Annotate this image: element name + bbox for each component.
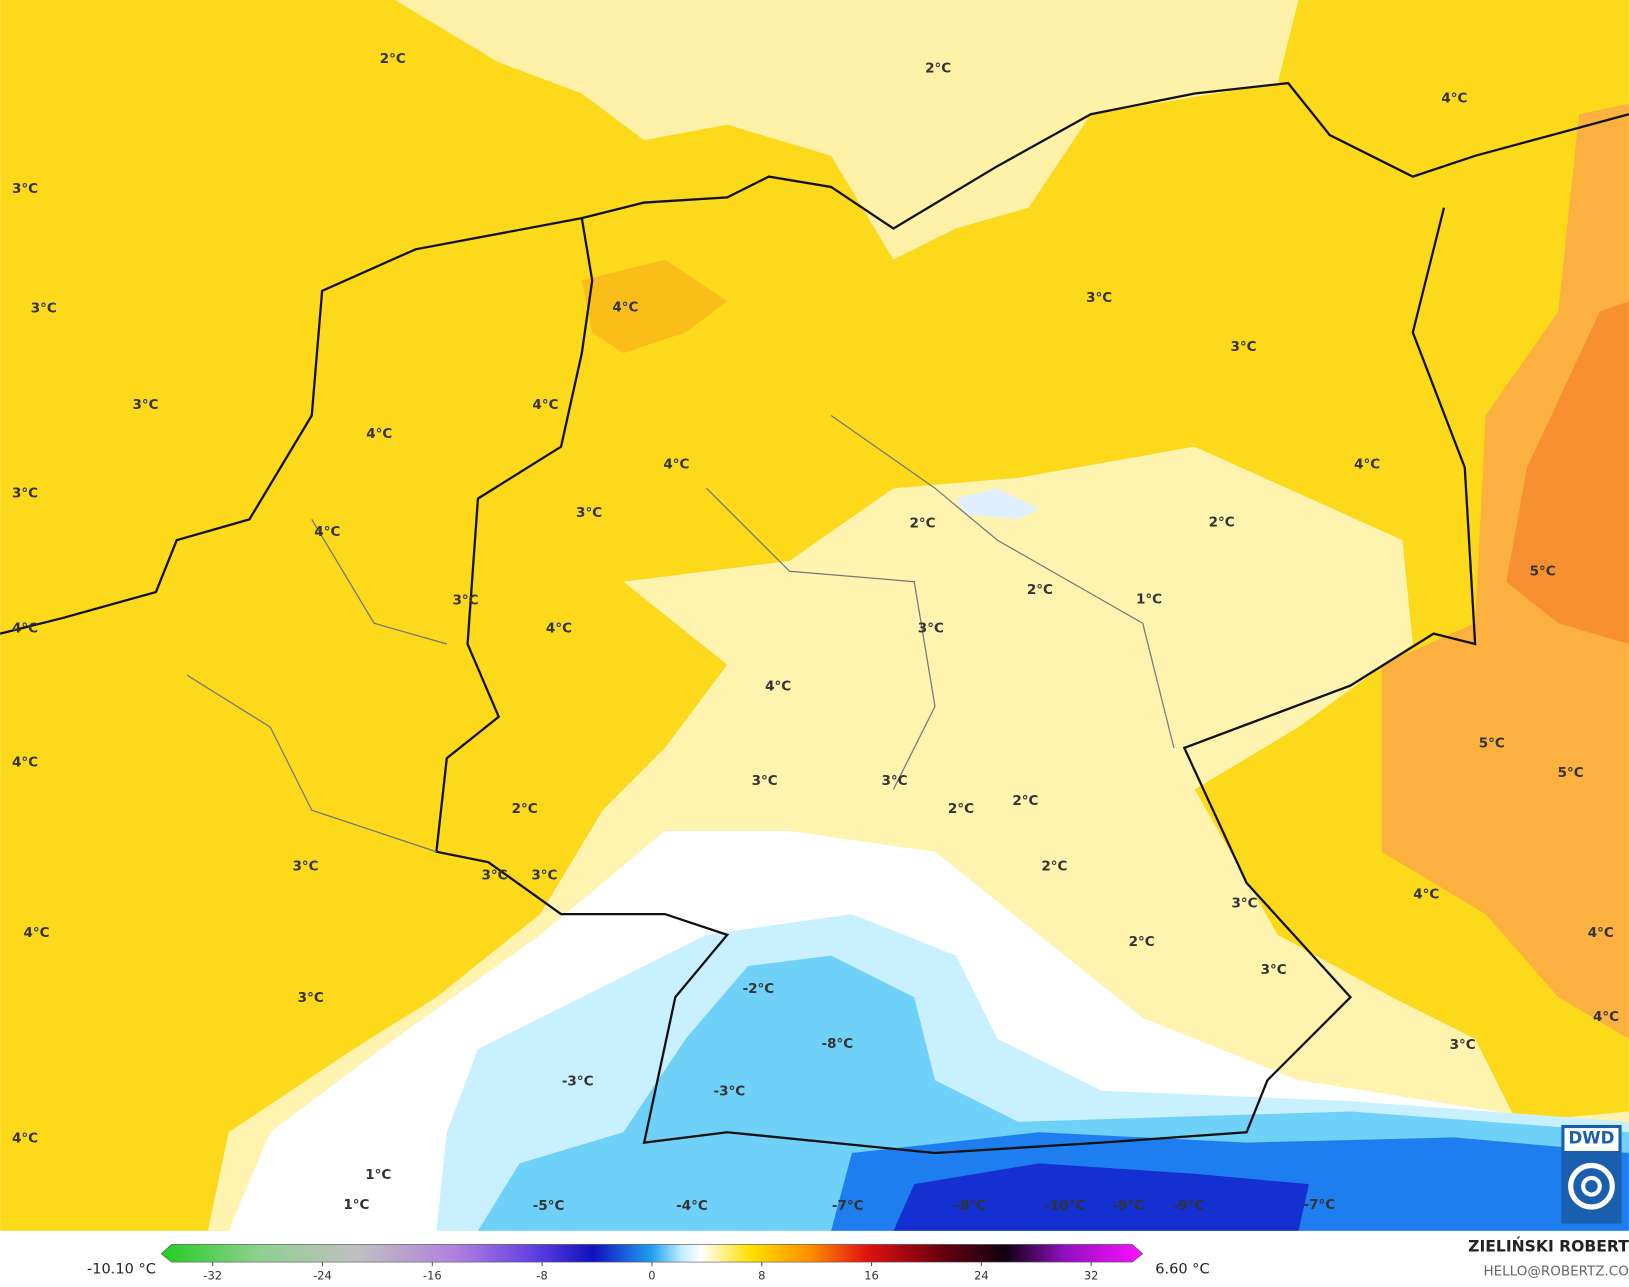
temperature-label: 2°C: [1041, 858, 1067, 874]
field-warm: [581, 259, 728, 354]
temperature-label: -8°C: [822, 1036, 854, 1052]
field-warm: [1506, 301, 1629, 645]
temperature-label: 4°C: [1593, 1009, 1619, 1025]
colorbar-tick-label: 0: [648, 1269, 655, 1283]
temperature-label: 4°C: [314, 524, 340, 540]
temperature-label: 2°C: [1129, 934, 1155, 950]
temperature-label: 3°C: [133, 397, 159, 413]
logo-swirl: [1581, 1175, 1602, 1197]
map-fields: [0, 0, 1629, 1231]
temperature-label: 1°C: [343, 1197, 369, 1213]
temperature-label: 3°C: [576, 505, 602, 521]
colorbar-tick-label: -32: [203, 1269, 222, 1283]
temperature-label: 2°C: [380, 51, 406, 67]
temperature-label: 5°C: [1479, 736, 1505, 752]
temperature-label: 4°C: [612, 299, 638, 315]
temperature-label: 3°C: [1230, 339, 1256, 355]
temperature-label: 3°C: [752, 773, 778, 789]
temperature-label: 3°C: [31, 301, 57, 317]
temperature-label: 3°C: [1450, 1037, 1476, 1053]
temperature-label: 2°C: [1012, 793, 1038, 809]
temperature-label: 2°C: [948, 801, 974, 817]
field-warm: [1381, 103, 1629, 1039]
colorbar-tick-label: 32: [1084, 1269, 1099, 1283]
colorbar: [160, 1244, 1144, 1263]
logo-text: DWD: [1569, 1129, 1615, 1148]
temperature-label: 3°C: [918, 620, 944, 636]
temperature-label: 3°C: [531, 868, 557, 884]
colorbar-tick-label: 8: [758, 1269, 765, 1283]
temperature-label: 2°C: [512, 801, 538, 817]
temperature-label: 2°C: [1209, 514, 1235, 530]
author: ZIELIŃSKI ROBERT: [1468, 1237, 1629, 1256]
logo: DWD: [1561, 1124, 1622, 1224]
region-border: [186, 414, 1175, 853]
temperature-label: 4°C: [12, 754, 38, 770]
temperature-label: -2°C: [743, 981, 775, 997]
temperature-label: 4°C: [1441, 91, 1467, 107]
temperature-label: 4°C: [532, 397, 558, 413]
temperature-label: 4°C: [1588, 925, 1614, 941]
temperature-label: -9°C: [1112, 1198, 1144, 1214]
temperature-label: 3°C: [292, 858, 318, 874]
temperature-label: 3°C: [12, 181, 38, 197]
temperature-label: 3°C: [12, 485, 38, 501]
colorbar-max: 6.60 °C: [1155, 1261, 1209, 1277]
country-border: [435, 207, 1477, 1155]
temperature-label: 2°C: [1027, 582, 1053, 598]
temperature-label: 3°C: [1086, 290, 1112, 306]
temperature-label: 4°C: [546, 620, 572, 636]
temperature-label: -3°C: [562, 1073, 594, 1089]
temperature-label: 5°C: [1530, 563, 1556, 579]
temperature-label: 2°C: [909, 516, 935, 532]
coastline: [0, 81, 1629, 635]
temperature-label: 3°C: [881, 773, 907, 789]
colorbar-tick-label: -24: [313, 1269, 332, 1283]
colorbar-tick-label: -16: [423, 1269, 442, 1283]
temperature-label: 4°C: [23, 925, 49, 941]
colorbar-tick-label: 16: [864, 1269, 879, 1283]
field-very-cold: [893, 1163, 1309, 1231]
temperature-label: 4°C: [1413, 886, 1439, 902]
temperature-label: 3°C: [1232, 896, 1258, 912]
colorbar-min: -10.10 °C: [87, 1261, 156, 1277]
field-cold: [955, 488, 1039, 520]
temperature-label: 4°C: [366, 426, 392, 442]
field-light: [394, 0, 1299, 260]
colorbar-tick-label: -8: [536, 1269, 547, 1283]
temperature-label: -4°C: [676, 1198, 708, 1214]
email: HELLO@ROBERTZ.CO: [1483, 1264, 1628, 1280]
temperature-label: 4°C: [1354, 456, 1380, 472]
borders: [0, 81, 1629, 1155]
temperature-label: -10°C: [1044, 1198, 1085, 1214]
temperature-label: 3°C: [298, 990, 324, 1006]
logo-band: [1564, 1128, 1619, 1151]
map-labels: 2°C 2°C 4°C 3°C 3°C 4°C 3°C 3°C 3°C 4°C 4°C 4°C 4°C 3…: [12, 51, 1619, 1214]
temperature-label: 5°C: [1558, 765, 1584, 781]
colorbar-ticks: -32 -24 -16 -8 0 8 16 24 32: [203, 1262, 1098, 1283]
temperature-label: 4°C: [765, 679, 791, 695]
temperature-label: -7°C: [832, 1198, 864, 1214]
temperature-label: 1°C: [1136, 591, 1162, 607]
temperature-label: 4°C: [12, 620, 38, 636]
logo-swirl: [1568, 1162, 1615, 1210]
colorbar-tick-label: 24: [974, 1269, 989, 1283]
temperature-label: -7°C: [1304, 1197, 1336, 1213]
temperature-label: 3°C: [452, 592, 478, 608]
temperature-label: 3°C: [1261, 962, 1287, 978]
temperature-label: 4°C: [12, 1130, 38, 1146]
temperature-label: -8°C: [954, 1198, 986, 1214]
temperature-label: -5°C: [533, 1198, 565, 1214]
temperature-label: 2°C: [925, 61, 951, 77]
temperature-label: -9°C: [1173, 1198, 1205, 1214]
temperature-label: 3°C: [482, 868, 508, 884]
temperature-label: 4°C: [663, 456, 689, 472]
temperature-label: 1°C: [365, 1167, 391, 1183]
temperature-label: -3°C: [713, 1084, 745, 1100]
